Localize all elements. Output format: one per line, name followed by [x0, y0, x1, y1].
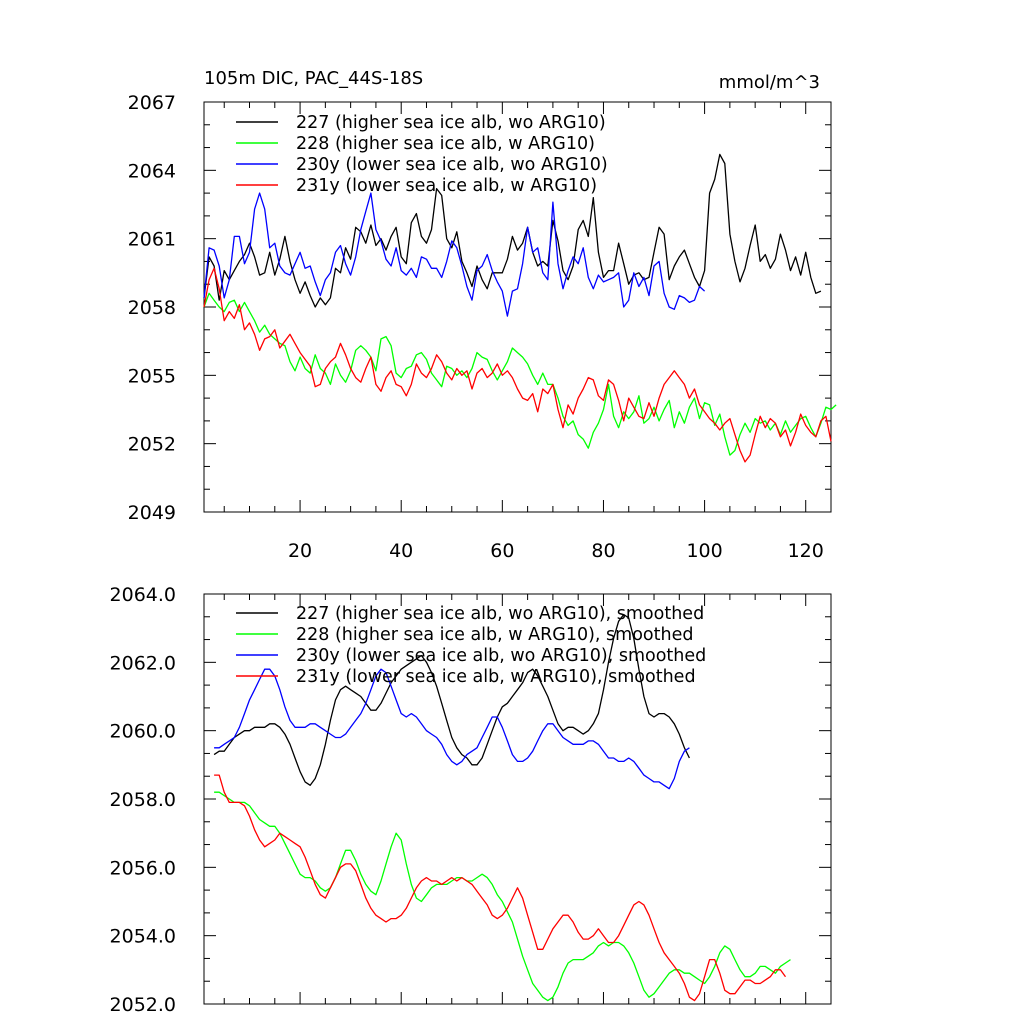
series-line-2	[203, 292, 837, 456]
y-tick-label: 2052	[128, 434, 176, 456]
legend-label: 228 (higher sea ice alb, w ARG10)	[296, 134, 595, 154]
x-tick-label: 120	[788, 540, 824, 562]
y-tick-label: 2061	[128, 229, 176, 251]
series-line-1	[213, 613, 690, 786]
legend-label: 230y (lower sea ice alb, wo ARG10)	[296, 155, 608, 175]
legend-label: 227 (higher sea ice alb, wo ARG10)	[296, 113, 606, 133]
x-tick-label: 100	[686, 540, 722, 562]
legend-label: 231y (lower sea ice alb, w ARG10)	[296, 176, 597, 196]
legend-label: 228 (higher sea ice alb, w ARG10), smoot…	[296, 625, 693, 645]
chart-title-left: 105m DIC, PAC_44S-18S	[204, 68, 423, 89]
y-tick-label: 2062.0	[110, 652, 176, 674]
y-tick-label: 2058	[128, 297, 176, 319]
y-tick-label: 2056.0	[110, 857, 176, 879]
series-line-3	[203, 192, 706, 317]
y-tick-label: 2064.0	[110, 584, 176, 606]
y-tick-label: 2067	[128, 92, 176, 114]
y-tick-label: 2064	[128, 160, 176, 182]
bottom-panel: 2052.0 2054.0 2056.0 2058.0 2060.0 2062.0 2064…	[110, 584, 832, 1016]
series-line-4	[214, 774, 787, 1002]
y-tick-label: 2058.0	[110, 789, 176, 811]
legend-label: 230y (lower sea ice alb, wo ARG10), smoo…	[296, 646, 706, 666]
legend-label: 227 (higher sea ice alb, wo ARG10), smoo…	[296, 604, 704, 624]
x-tick-label: 20	[288, 540, 312, 562]
y-tick-label: 2054.0	[110, 926, 176, 948]
x-tick-label: 40	[389, 540, 413, 562]
legend-label: 231y (lower sea ice alb, w ARG10), smoot…	[296, 667, 696, 687]
series-line-4	[203, 267, 832, 463]
y-tick-label: 2055	[128, 365, 176, 387]
y-tick-label: 2049	[128, 502, 176, 524]
series-line-1	[203, 153, 822, 308]
x-tick-label: 60	[490, 540, 514, 562]
top-panel: 2049 2052 2055 2058 2061 2064 2067 20 40 60 80 100 1…	[128, 92, 837, 562]
series-line-3	[214, 668, 690, 790]
series-line-2	[214, 791, 791, 1002]
y-tick-label: 2060.0	[110, 721, 176, 743]
y-tick-label: 2052.0	[110, 994, 176, 1016]
chart-units-label: mmol/m^3	[719, 72, 820, 93]
x-tick-label: 80	[591, 540, 615, 562]
